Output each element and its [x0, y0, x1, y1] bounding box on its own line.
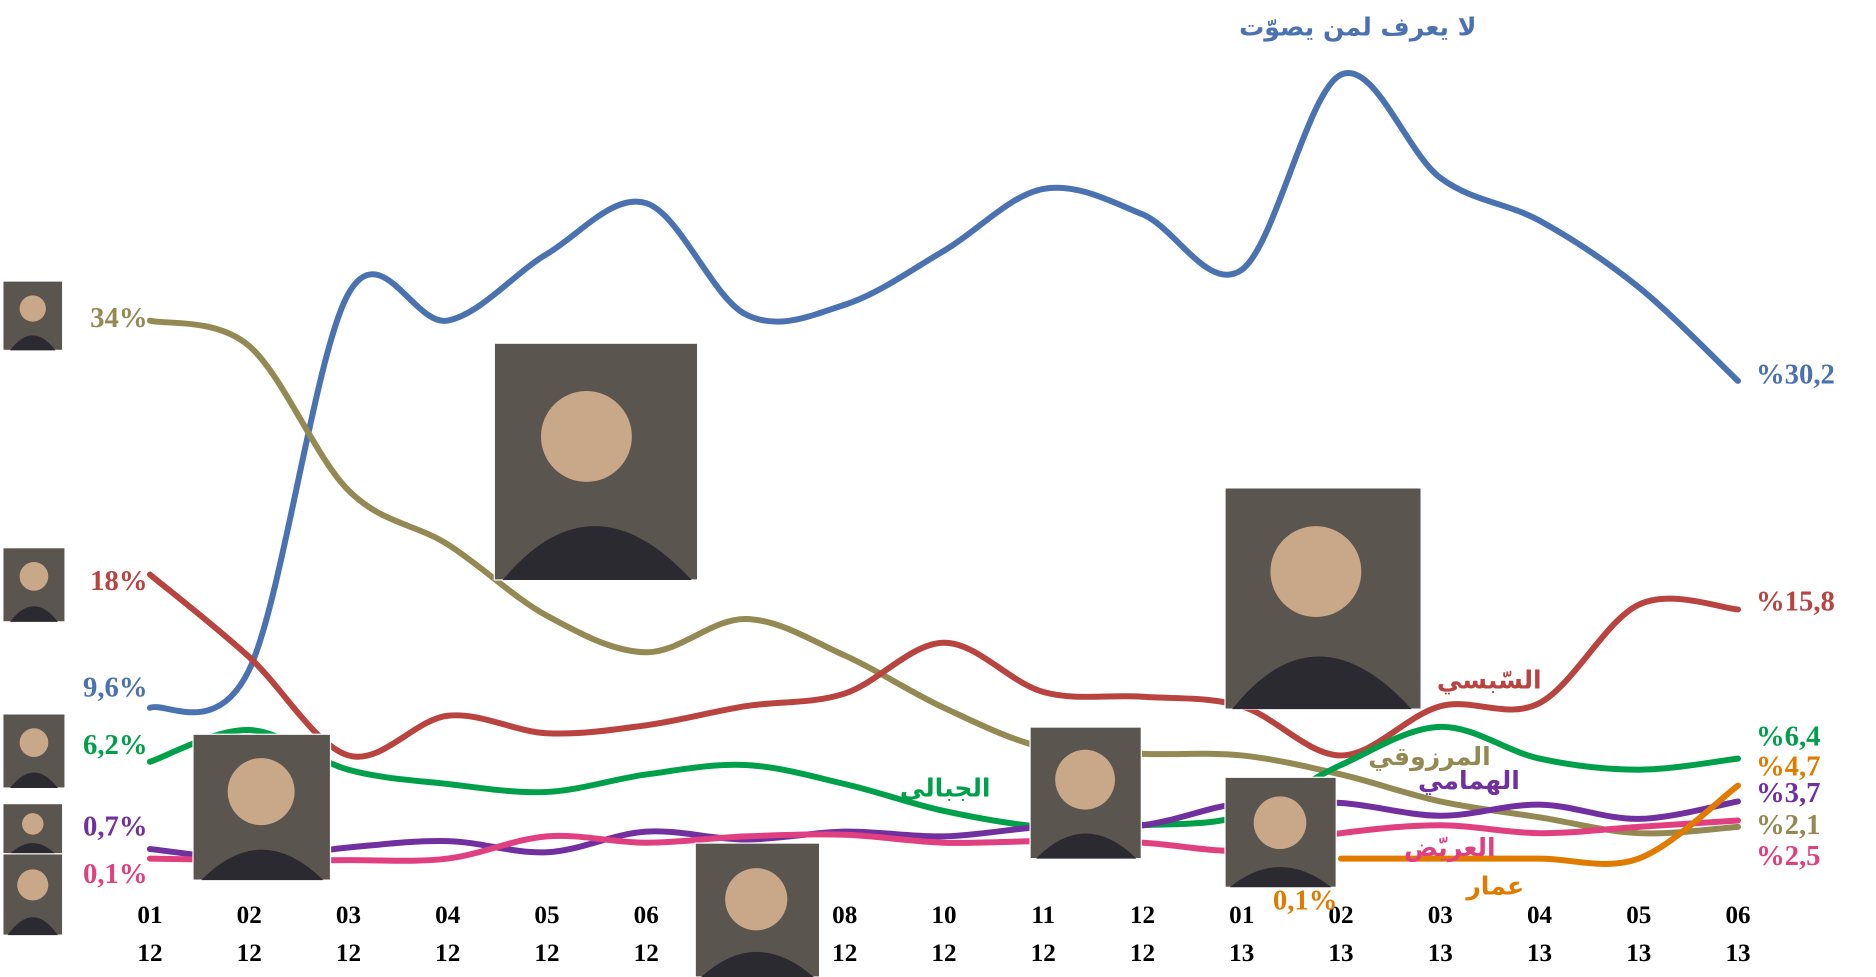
photo — [3, 548, 65, 622]
x-tick-label: 06 — [1725, 902, 1750, 929]
value-label: 9,6% — [83, 672, 148, 704]
value-label: %6,4 — [1756, 721, 1821, 753]
x-tick-label: 01 — [1229, 902, 1254, 929]
value-label: 0,7% — [83, 810, 148, 842]
x-tick-label: 12 — [336, 940, 361, 967]
x-tick-label: 02 — [237, 902, 262, 929]
plot-area — [150, 73, 1738, 864]
x-tick-label: 12 — [534, 940, 559, 967]
value-label: %2,1 — [1756, 809, 1821, 841]
photo — [193, 734, 331, 880]
photo — [3, 804, 63, 854]
series-line — [150, 820, 1738, 860]
x-tick-label: 12 — [137, 940, 162, 967]
x-tick-label: 12 — [1130, 902, 1155, 929]
photo — [1225, 488, 1421, 709]
series-name: السّبسي — [1437, 666, 1542, 695]
series-name: الجبالي — [900, 773, 991, 802]
x-tick-label: 01 — [137, 902, 162, 929]
x-tick-label: 08 — [832, 902, 857, 929]
x-tick-label: 12 — [237, 940, 262, 967]
series-line — [150, 73, 1738, 712]
value-label: %15,8 — [1756, 585, 1835, 617]
x-tick-label: 13 — [1527, 940, 1552, 967]
x-tick-label: 10 — [931, 902, 956, 929]
x-tick-label: 04 — [435, 902, 461, 929]
value-label: 0,1% — [83, 858, 148, 890]
photo — [1030, 727, 1141, 859]
value-label: %2,5 — [1756, 840, 1821, 872]
photo — [494, 343, 697, 580]
photo — [3, 854, 63, 935]
value-label: %4,7 — [1756, 751, 1821, 783]
x-tick-label: 12 — [832, 940, 857, 967]
x-tick-label: 06 — [634, 902, 659, 929]
x-tick-label: 03 — [1428, 902, 1453, 929]
x-tick-label: 12 — [435, 940, 460, 967]
value-label: %30,2 — [1756, 358, 1835, 390]
series-name: العريّض — [1404, 833, 1496, 863]
x-tick-label: 13 — [1725, 940, 1750, 967]
x-tick-label: 13 — [1626, 940, 1651, 967]
photo — [3, 281, 63, 350]
series-name: الهمامي — [1418, 766, 1520, 796]
value-label: 18% — [90, 565, 147, 597]
x-tick-label: 13 — [1328, 940, 1353, 967]
chart: 01 12 02 12 03 12 04 12 05 12 06 12 08 12 10 12 11 12 12 12… — [0, 0, 1876, 977]
photo — [1225, 777, 1336, 887]
series-name: عمار — [1464, 871, 1524, 900]
series-name: لا يعرف لمن يصوّت — [1239, 13, 1476, 43]
x-tick-label: 12 — [1130, 940, 1155, 967]
value-label: 6,2% — [83, 729, 148, 761]
value-label: 34% — [90, 302, 147, 334]
x-tick-label: 13 — [1428, 940, 1453, 967]
x-tick-label: 12 — [931, 940, 956, 967]
x-tick-label: 13 — [1229, 940, 1254, 967]
x-tick-label: 03 — [336, 902, 361, 929]
value-label: 0,1% — [1273, 884, 1338, 916]
x-tick-label: 05 — [1626, 902, 1651, 929]
photo — [3, 714, 65, 788]
x-tick-label: 11 — [1031, 902, 1055, 929]
x-tick-label: 04 — [1527, 902, 1553, 929]
series-line — [150, 321, 1738, 834]
x-tick-label: 05 — [534, 902, 559, 929]
x-tick-label: 12 — [1031, 940, 1056, 967]
x-tick-label: 12 — [634, 940, 659, 967]
photo — [695, 843, 819, 977]
